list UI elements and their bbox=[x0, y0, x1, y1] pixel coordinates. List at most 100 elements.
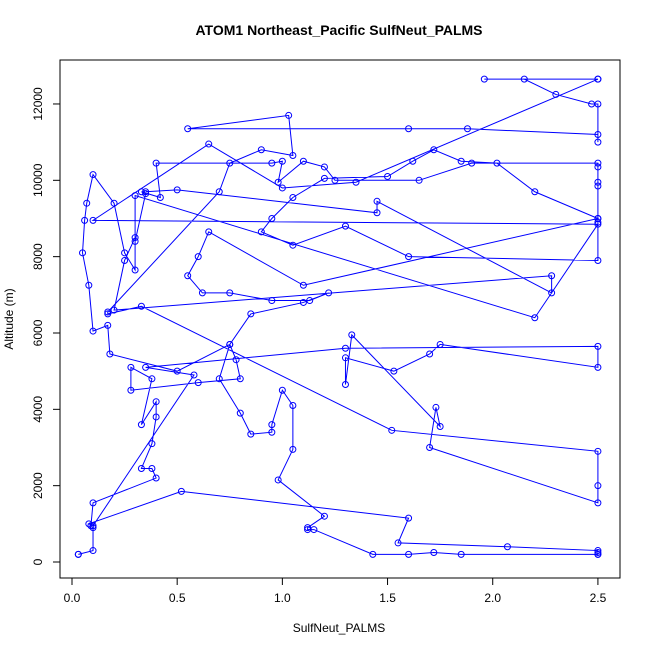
point bbox=[205, 140, 213, 148]
point bbox=[89, 171, 97, 179]
point bbox=[436, 340, 444, 348]
point bbox=[87, 522, 95, 530]
point bbox=[173, 367, 181, 375]
point bbox=[194, 253, 202, 261]
point bbox=[131, 192, 139, 200]
point bbox=[520, 75, 528, 83]
y-tick-label: 12000 bbox=[31, 87, 45, 121]
point bbox=[432, 403, 440, 411]
point bbox=[531, 188, 539, 196]
point bbox=[493, 159, 501, 167]
point bbox=[463, 125, 471, 133]
point bbox=[110, 306, 118, 314]
point bbox=[184, 125, 192, 133]
point bbox=[588, 100, 596, 108]
point bbox=[352, 178, 360, 186]
point bbox=[405, 550, 413, 558]
point bbox=[373, 209, 381, 217]
x-tick-label: 0.5 bbox=[169, 591, 186, 605]
point bbox=[127, 386, 135, 394]
point bbox=[594, 178, 602, 186]
point bbox=[409, 157, 417, 165]
y-tick-label: 6000 bbox=[31, 319, 45, 346]
point bbox=[548, 289, 556, 297]
point bbox=[299, 157, 307, 165]
point bbox=[384, 172, 392, 180]
point bbox=[320, 174, 328, 182]
point bbox=[594, 159, 602, 167]
point bbox=[236, 409, 244, 417]
point bbox=[341, 344, 349, 352]
point bbox=[299, 281, 307, 289]
point bbox=[320, 512, 328, 520]
series-line bbox=[78, 78, 600, 555]
point bbox=[405, 253, 413, 261]
x-tick-label: 0.0 bbox=[64, 591, 81, 605]
point bbox=[278, 157, 286, 165]
point bbox=[268, 297, 276, 305]
point bbox=[457, 550, 465, 558]
point bbox=[137, 421, 145, 429]
point bbox=[394, 539, 402, 547]
point bbox=[594, 218, 602, 226]
point bbox=[268, 428, 276, 436]
point bbox=[341, 354, 349, 362]
point bbox=[415, 176, 423, 184]
point bbox=[390, 367, 398, 375]
point bbox=[89, 524, 97, 532]
point bbox=[405, 125, 413, 133]
point bbox=[348, 331, 356, 339]
point bbox=[127, 363, 135, 371]
point bbox=[278, 386, 286, 394]
point bbox=[89, 499, 97, 507]
point bbox=[137, 464, 145, 472]
point bbox=[81, 216, 89, 224]
point bbox=[594, 342, 602, 350]
point bbox=[184, 272, 192, 280]
point bbox=[285, 111, 293, 119]
point bbox=[369, 550, 377, 558]
point bbox=[106, 350, 114, 358]
point bbox=[299, 298, 307, 306]
point bbox=[152, 474, 160, 482]
point bbox=[341, 222, 349, 230]
point bbox=[142, 363, 150, 371]
point bbox=[325, 289, 333, 297]
point bbox=[426, 443, 434, 451]
point bbox=[142, 188, 150, 196]
point bbox=[131, 234, 139, 242]
point bbox=[148, 375, 156, 383]
point bbox=[104, 308, 112, 316]
point bbox=[331, 176, 339, 184]
point bbox=[594, 256, 602, 264]
point bbox=[274, 476, 282, 484]
point bbox=[83, 199, 91, 207]
point bbox=[306, 297, 314, 305]
y-tick-label: 2000 bbox=[31, 472, 45, 499]
point bbox=[226, 340, 234, 348]
point bbox=[257, 146, 265, 154]
point bbox=[121, 249, 129, 257]
point bbox=[89, 216, 97, 224]
point bbox=[503, 543, 511, 551]
x-tick-label: 1.0 bbox=[274, 591, 291, 605]
y-tick-label: 4000 bbox=[31, 396, 45, 423]
y-axis-label: Altitude (m) bbox=[2, 288, 16, 349]
point bbox=[79, 249, 87, 257]
point bbox=[480, 75, 488, 83]
point bbox=[320, 163, 328, 171]
point bbox=[594, 163, 602, 171]
point bbox=[194, 379, 202, 387]
x-axis-label: SulfNeut_PALMS bbox=[293, 621, 386, 635]
point bbox=[190, 371, 198, 379]
point bbox=[142, 190, 150, 198]
point bbox=[426, 350, 434, 358]
point bbox=[215, 375, 223, 383]
x-tick-label: 1.5 bbox=[379, 591, 396, 605]
point bbox=[594, 548, 602, 556]
point bbox=[173, 186, 181, 194]
point bbox=[104, 310, 112, 318]
point bbox=[148, 440, 156, 448]
point bbox=[226, 159, 234, 167]
